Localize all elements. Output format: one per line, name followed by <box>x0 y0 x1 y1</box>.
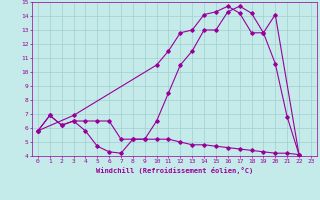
X-axis label: Windchill (Refroidissement éolien,°C): Windchill (Refroidissement éolien,°C) <box>96 167 253 174</box>
